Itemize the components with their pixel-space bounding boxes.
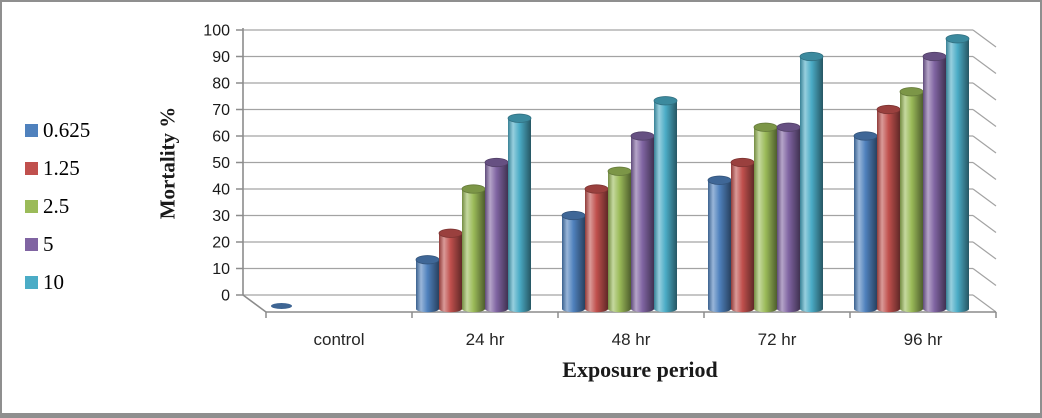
bar-5-24 hr	[485, 162, 508, 309]
y-tick-label: 20	[212, 235, 230, 252]
bar-top	[922, 51, 947, 62]
legend-label: 2.5	[43, 194, 70, 218]
bar-top	[607, 166, 632, 176]
x-axis-title: Exposure period	[562, 357, 718, 382]
gridline-depth	[972, 162, 997, 180]
bar-10-24 hr	[508, 118, 531, 310]
y-tick-label: 80	[212, 76, 230, 93]
bar-0.625-72 hr	[708, 180, 731, 309]
y-tick-label: 60	[212, 129, 230, 146]
y-tick-label: 30	[212, 208, 230, 225]
legend-swatch	[25, 237, 38, 251]
bar-top	[484, 157, 509, 168]
bar-5-72 hr	[777, 127, 800, 309]
y-axis-title: Mortality %	[155, 106, 180, 220]
bar-10-48 hr	[654, 100, 677, 309]
y-tick-label: 50	[212, 155, 230, 172]
legend-item: 0.625	[25, 118, 90, 142]
bar-1.25-96 hr	[877, 109, 900, 309]
y-tick-label: 70	[212, 102, 230, 119]
bar-0.625-48 hr	[562, 215, 585, 309]
gridline-depth	[972, 56, 997, 74]
bar-10-72 hr	[800, 56, 823, 309]
legend-label: 10	[43, 270, 64, 294]
category-label: 24 hr	[466, 330, 505, 349]
bar-top	[507, 113, 532, 123]
bar-1.25-72 hr	[731, 162, 754, 309]
bar-top	[945, 34, 970, 44]
bar-5-96 hr	[923, 56, 946, 309]
bar-top	[630, 131, 655, 141]
bar-0.625-24 hr	[416, 259, 439, 309]
gridline-depth	[972, 294, 997, 313]
bar-1.25-24 hr	[439, 233, 462, 309]
y-tick-label: 10	[212, 261, 230, 278]
bar-2.5-96 hr	[900, 91, 923, 310]
bar-top	[799, 51, 824, 62]
legend-label: 1.25	[43, 156, 80, 180]
bar-2.5-72 hr	[754, 127, 777, 309]
bar-top	[415, 255, 440, 265]
bar-1.25-48 hr	[585, 189, 608, 309]
bar-top	[753, 122, 778, 132]
bar-5-48 hr	[631, 136, 654, 309]
legend-item: 10	[25, 270, 90, 294]
bar-top	[853, 131, 878, 141]
floor-left-edge	[242, 294, 267, 313]
bar-top	[584, 184, 609, 194]
category-label: 48 hr	[612, 330, 651, 349]
gridline-depth	[972, 268, 997, 286]
bar-top	[561, 210, 586, 221]
legend-label: 0.625	[43, 118, 91, 142]
legend: 0.625 1.25 2.5 5 10	[25, 118, 90, 294]
y-tick-label: 40	[212, 182, 230, 199]
gridline-depth	[972, 29, 997, 48]
category-label: 72 hr	[758, 330, 797, 349]
bar-0.625-control	[271, 303, 292, 309]
y-tick-label: 0	[221, 288, 230, 305]
gridline-depth	[972, 215, 997, 233]
category-label: 96 hr	[904, 330, 943, 349]
legend-swatch	[25, 123, 38, 137]
bar-top	[461, 184, 486, 194]
bar-top	[730, 157, 755, 168]
bar-0.625-96 hr	[854, 136, 877, 309]
legend-label: 5	[43, 232, 54, 256]
bar-top	[653, 96, 678, 106]
legend-item: 1.25	[25, 156, 90, 180]
bar-2.5-48 hr	[608, 171, 631, 309]
bar-top	[438, 228, 463, 238]
legend-swatch	[25, 199, 38, 213]
legend-item: 2.5	[25, 194, 90, 218]
legend-item: 5	[25, 232, 90, 256]
gridline-depth	[972, 82, 997, 101]
category-label: control	[313, 330, 364, 349]
gridline-depth	[972, 135, 997, 154]
legend-swatch	[25, 161, 38, 175]
bar-top	[707, 175, 732, 185]
y-tick-label: 100	[203, 23, 230, 40]
bar-top	[776, 122, 801, 132]
y-tick-label: 90	[212, 49, 230, 66]
gridline-depth	[972, 241, 997, 260]
bar-2.5-24 hr	[462, 189, 485, 309]
gridline-depth	[972, 188, 997, 207]
bar-10-96 hr	[946, 38, 969, 310]
bar-top	[899, 87, 924, 97]
bar-top	[876, 104, 901, 115]
legend-swatch	[25, 275, 38, 289]
gridline-depth	[972, 109, 997, 127]
